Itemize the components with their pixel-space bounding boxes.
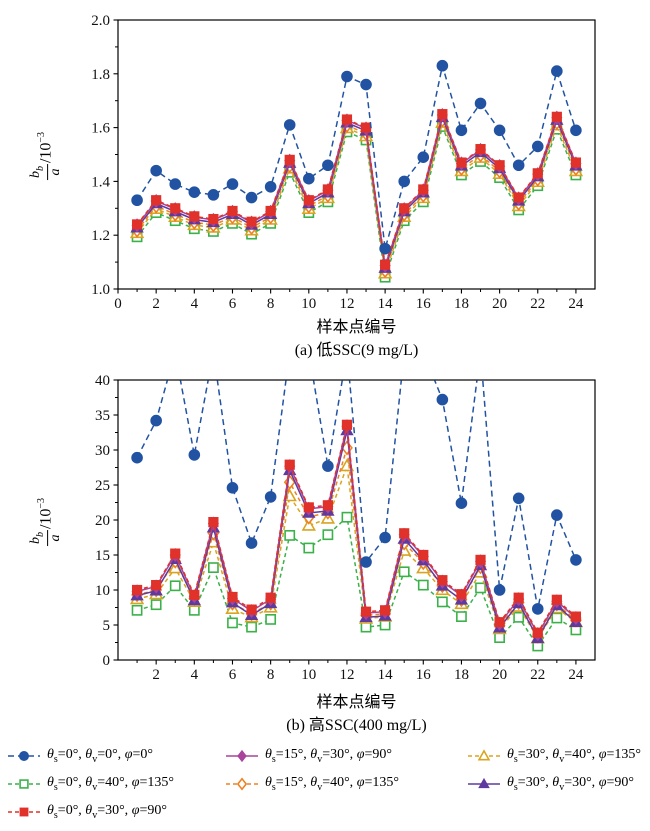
- svg-text:22: 22: [530, 296, 545, 312]
- legend-item-3: θs=0°, θv=40°, φ=135°: [6, 772, 224, 795]
- y-axis-scale: /10−3: [36, 131, 55, 164]
- legend-item-5: θs=30°, θv=30°, φ=90°: [466, 772, 650, 795]
- svg-text:16: 16: [416, 296, 432, 312]
- legend-marker-diamond-icon: [226, 749, 258, 762]
- x-axis-title-b: 样本点编号: [316, 694, 397, 711]
- legend-label: θs=15°, θv=30°, φ=90°: [265, 746, 392, 765]
- svg-text:2: 2: [152, 296, 160, 312]
- legend-label: θs=30°, θv=30°, φ=90°: [507, 774, 634, 793]
- legend-item-1: θs=15°, θv=30°, φ=90°: [224, 744, 466, 767]
- legend-item-2: θs=30°, θv=40°, φ=135°: [466, 744, 650, 767]
- y-axis-scale: /10−3: [36, 497, 55, 530]
- legend-label: θs=0°, θv=30°, φ=90°: [47, 802, 167, 821]
- svg-text:0: 0: [114, 296, 122, 312]
- svg-text:22: 22: [530, 667, 545, 683]
- caption-a: (a) 低SSC(9 mg/L): [294, 342, 419, 359]
- series-diamond-#ef8122: [131, 112, 582, 279]
- legend-item-6: θs=0°, θv=30°, φ=90°: [6, 800, 224, 823]
- svg-text:0: 0: [103, 653, 111, 669]
- legend-marker-square-icon: [8, 807, 40, 816]
- series-square-#3bb14a: [131, 511, 582, 652]
- svg-text:20: 20: [95, 513, 110, 529]
- fraction-denominator: a: [47, 534, 63, 542]
- series-square-#e0312a: [131, 419, 582, 638]
- legend-label: θs=0°, θv=40°, φ=135°: [47, 774, 174, 793]
- y-axis-label-a: bb a /10−3: [28, 131, 63, 181]
- svg-text:8: 8: [267, 296, 275, 312]
- y-axis-label-b: bb a /10−3: [28, 497, 63, 547]
- svg-text:10: 10: [301, 667, 316, 683]
- y-axis-fraction: bb a: [28, 530, 63, 547]
- svg-text:1.4: 1.4: [91, 174, 110, 190]
- svg-text:16: 16: [416, 667, 432, 683]
- svg-text:14: 14: [378, 296, 394, 312]
- legend-label: θs=0°, θv=0°, φ=0°: [47, 746, 153, 765]
- svg-text:1.2: 1.2: [91, 228, 110, 244]
- svg-text:24: 24: [568, 296, 584, 312]
- series-circle-#2253a2: [131, 380, 582, 615]
- svg-text:12: 12: [339, 296, 354, 312]
- series-square-#e0312a: [131, 109, 582, 270]
- svg-text:18: 18: [454, 667, 469, 683]
- svg-text:10: 10: [301, 296, 316, 312]
- legend-item-4: θs=15°, θv=40°, φ=135°: [224, 772, 466, 795]
- legend-marker-square-icon: [8, 778, 40, 789]
- fraction-numerator: bb: [28, 164, 48, 181]
- svg-text:25: 25: [95, 478, 110, 494]
- svg-text:2.0: 2.0: [91, 13, 110, 29]
- svg-text:20: 20: [492, 667, 507, 683]
- svg-text:1.8: 1.8: [91, 67, 110, 83]
- svg-text:40: 40: [95, 373, 110, 389]
- x-axis-title-a: 样本点编号: [316, 319, 397, 336]
- fraction-denominator: a: [47, 168, 63, 176]
- series-circle-#2253a2: [131, 59, 582, 255]
- svg-text:4: 4: [191, 296, 199, 312]
- svg-text:30: 30: [95, 443, 110, 459]
- svg-text:20: 20: [492, 296, 507, 312]
- svg-text:14: 14: [378, 667, 394, 683]
- svg-text:4: 4: [191, 667, 199, 683]
- svg-text:8: 8: [267, 667, 275, 683]
- legend-item-0: θs=0°, θv=0°, φ=0°: [6, 744, 224, 767]
- svg-text:1.6: 1.6: [91, 121, 110, 137]
- chart-a-plot: 0 2 4 6 8 10 12 14 16 18 20 22 241.01.21.41.61.82.0: [91, 13, 596, 312]
- legend-marker-triangle-icon: [468, 777, 500, 788]
- legend-label: θs=15°, θv=40°, φ=135°: [265, 774, 399, 793]
- svg-text:5: 5: [103, 618, 111, 634]
- series-square-#3bb14a: [131, 121, 582, 283]
- svg-text:1.0: 1.0: [91, 282, 110, 298]
- y-axis-fraction: bb a: [28, 164, 63, 181]
- svg-text:12: 12: [339, 667, 354, 683]
- legend: θs=0°, θv=0°, φ=0° θs=15°, θv=30°, φ=90° θ…: [6, 744, 650, 823]
- svg-text:2: 2: [152, 667, 160, 683]
- svg-text:6: 6: [229, 667, 237, 683]
- svg-text:35: 35: [95, 408, 110, 424]
- svg-text:18: 18: [454, 296, 469, 312]
- caption-b: (b) 高SSC(400 mg/L): [286, 717, 427, 734]
- legend-marker-triangle-icon: [468, 748, 500, 760]
- legend-marker-diamond-icon: [226, 776, 258, 791]
- legend-label: θs=30°, θv=40°, φ=135°: [507, 746, 641, 765]
- svg-text:6: 6: [229, 296, 237, 312]
- fraction-numerator: bb: [28, 530, 48, 547]
- legend-marker-circle-icon: [8, 750, 40, 761]
- svg-text:15: 15: [95, 548, 110, 564]
- svg-text:24: 24: [568, 667, 584, 683]
- svg-text:10: 10: [95, 583, 110, 599]
